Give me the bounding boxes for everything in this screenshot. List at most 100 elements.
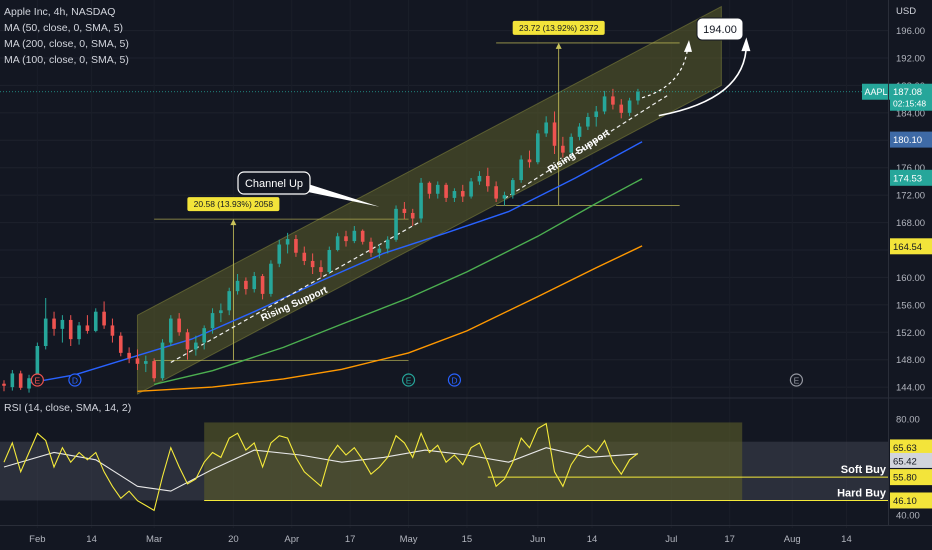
rsi-level-value-1: 55.80 xyxy=(893,473,917,484)
candle xyxy=(527,150,532,168)
rsi-level-name-2: Hard Buy xyxy=(837,487,887,499)
candle-body xyxy=(135,358,140,364)
channel-up-band xyxy=(136,5,722,395)
candle xyxy=(310,253,315,274)
candle xyxy=(544,116,548,137)
candle-body xyxy=(194,342,198,350)
candle xyxy=(2,380,6,392)
candle-body xyxy=(18,373,23,388)
candle-body xyxy=(594,111,599,117)
ticker-tag-label: AAPL xyxy=(864,87,887,97)
candle xyxy=(485,167,490,192)
candle xyxy=(319,260,323,278)
countdown-label: 02:15:48 xyxy=(893,99,926,109)
price-tick-label: 152.00 xyxy=(896,328,925,339)
candle xyxy=(160,339,165,381)
candle xyxy=(427,181,432,199)
projection-dashed-arrow xyxy=(641,45,689,99)
candle xyxy=(452,188,457,202)
event-marker-label: E xyxy=(406,376,412,386)
measure-arrow xyxy=(555,42,562,49)
projection-solid-arrowhead xyxy=(741,37,751,52)
candle xyxy=(619,99,624,119)
rsi-level-name-1: Soft Buy xyxy=(841,464,887,476)
candle-body xyxy=(586,116,590,127)
time-tick-label: Mar xyxy=(146,534,162,545)
candle-body xyxy=(485,175,490,187)
candle-body xyxy=(335,236,340,250)
time-tick-label: Jul xyxy=(665,534,677,545)
candle-body xyxy=(127,352,131,359)
currency-label: USD xyxy=(896,6,917,17)
time-tick-label: 20 xyxy=(228,534,239,545)
candle-body xyxy=(294,239,298,253)
channel-callout-tail xyxy=(308,184,380,207)
candle xyxy=(185,328,190,360)
rsi-level-box xyxy=(890,469,932,486)
candle xyxy=(302,246,307,266)
candle xyxy=(344,230,348,247)
candle-body xyxy=(260,276,265,294)
time-tick-label: Aug xyxy=(784,534,801,545)
candle xyxy=(277,239,282,268)
candle xyxy=(252,271,257,293)
candle-body xyxy=(460,191,465,197)
price-label-box xyxy=(890,169,932,186)
time-tick-label: May xyxy=(400,534,418,545)
candle xyxy=(144,355,148,373)
candle-body xyxy=(410,212,415,219)
event-marker xyxy=(789,373,804,387)
candle-body xyxy=(277,244,282,264)
time-tick-label: 14 xyxy=(86,534,97,545)
candle-body xyxy=(52,318,56,329)
price-label-174.53: 174.53 xyxy=(893,173,922,184)
candle-body xyxy=(569,136,574,153)
time-tick-label: Apr xyxy=(284,534,299,545)
candle-body xyxy=(602,96,607,112)
candle xyxy=(18,370,23,390)
price-label-164.54: 164.54 xyxy=(893,242,922,253)
candle-body xyxy=(402,208,407,213)
channel-up-label: Channel Up xyxy=(245,178,303,190)
candle xyxy=(502,191,507,206)
candle xyxy=(93,308,98,333)
price-tick-label: 176.00 xyxy=(896,163,925,174)
candle-body xyxy=(577,126,582,137)
candle-body xyxy=(385,239,390,249)
candle-body xyxy=(60,319,65,329)
rsi-tick-label: 40.00 xyxy=(896,511,920,522)
candle-body xyxy=(2,383,6,386)
candle-body xyxy=(160,342,165,379)
candle xyxy=(536,130,540,165)
candle xyxy=(194,335,198,356)
candle-body xyxy=(185,332,190,350)
candle xyxy=(519,155,523,183)
candle xyxy=(110,318,115,343)
candle-body xyxy=(85,325,90,331)
event-marker xyxy=(30,373,44,387)
candle xyxy=(68,315,73,346)
time-tick-label: 15 xyxy=(462,534,473,545)
candle xyxy=(235,274,240,295)
candle xyxy=(385,236,390,254)
candle-body xyxy=(611,96,615,105)
candle xyxy=(611,88,615,110)
event-marker-label: E xyxy=(35,376,41,386)
price-tick-label: 168.00 xyxy=(896,218,925,229)
candle xyxy=(102,301,106,329)
candle-body xyxy=(452,191,457,198)
candle xyxy=(477,171,482,185)
time-tick-label: 17 xyxy=(345,534,356,545)
candle-body xyxy=(210,313,215,329)
candle-body xyxy=(110,325,115,336)
candle-body xyxy=(93,311,98,331)
candle xyxy=(210,308,215,334)
price-tick-label: 192.00 xyxy=(896,54,925,65)
candle xyxy=(177,313,181,336)
measure-label-box xyxy=(187,197,280,212)
candle xyxy=(602,90,607,115)
ma50-line xyxy=(28,141,643,384)
candle-body xyxy=(477,175,482,182)
